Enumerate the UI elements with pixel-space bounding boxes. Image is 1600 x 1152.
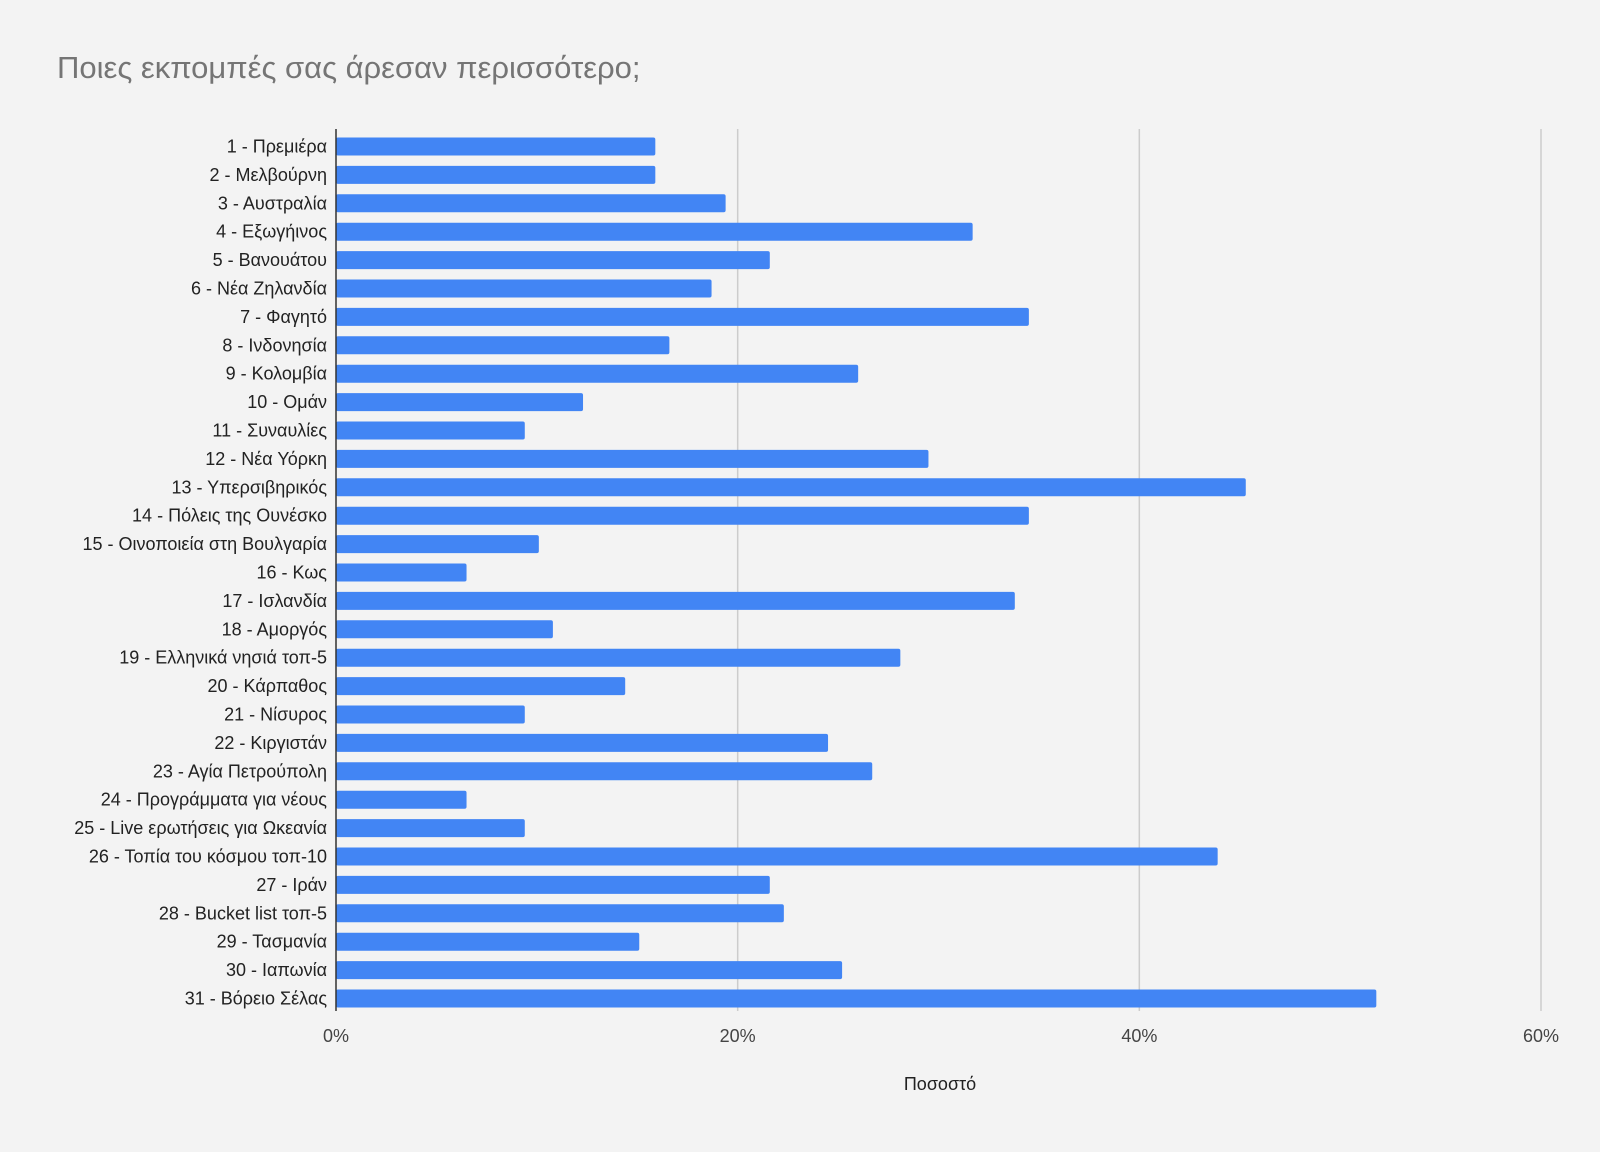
x-tick-label: 40% — [1121, 1026, 1157, 1046]
bar — [336, 904, 784, 923]
category-label: 7 - Φαγητό — [240, 307, 327, 327]
bar — [336, 733, 829, 752]
category-label: 13 - Υπερσιβηρικός — [171, 477, 327, 497]
category-label: 22 - Κιργιστάν — [214, 733, 327, 753]
category-label: 27 - Ιράν — [256, 875, 327, 895]
bar — [336, 393, 584, 412]
category-label: 6 - Νέα Ζηλανδία — [191, 279, 327, 299]
category-label: 31 - Βόρειο Σέλας — [185, 989, 328, 1009]
bar — [336, 336, 670, 355]
category-label: 3 - Αυστραλία — [218, 193, 327, 213]
x-tick-label: 0% — [323, 1026, 349, 1046]
bar — [336, 790, 467, 809]
category-label: 17 - Ισλανδία — [222, 591, 327, 611]
category-label: 24 - Προγράμματα για νέους — [101, 790, 328, 810]
category-label: 19 - Ελληνικά νησιά τοπ-5 — [119, 648, 327, 668]
bar — [336, 875, 770, 894]
bar — [336, 165, 656, 184]
bar — [336, 307, 1029, 326]
category-label: 15 - Οινοποιεία στη Βουλγαρία — [82, 534, 327, 554]
category-label: 5 - Βανουάτου — [213, 250, 327, 270]
category-label: 30 - Ιαπωνία — [226, 960, 327, 980]
category-label: 25 - Live ερωτήσεις για Ωκεανία — [74, 818, 327, 838]
bar — [336, 364, 859, 383]
category-label: 28 - Bucket list τοπ-5 — [159, 903, 327, 923]
category-label: 14 - Πόλεις της Ουνέσκο — [132, 506, 327, 526]
category-label: 4 - Εξωγήινος — [216, 222, 327, 242]
bar — [336, 847, 1218, 866]
bar — [336, 648, 901, 667]
bar — [336, 563, 467, 582]
category-label: 26 - Τοπία του κόσμου τοπ-10 — [89, 847, 327, 867]
x-tick-label: 60% — [1523, 1026, 1559, 1046]
category-label: 21 - Νίσυρος — [224, 705, 327, 725]
gridlines — [736, 129, 1542, 1011]
category-label: 16 - Κως — [256, 563, 327, 583]
x-axis-title: Ποσοστό — [904, 1074, 976, 1094]
bar — [336, 478, 1246, 497]
category-label: 18 - Αμοργός — [222, 619, 328, 639]
category-label: 23 - Αγία Πετρούπολη — [153, 761, 327, 781]
category-label: 1 - Πρεμιέρα — [227, 137, 327, 157]
bar — [336, 705, 525, 724]
bar — [336, 620, 553, 639]
bar — [336, 819, 525, 838]
bar — [336, 591, 1015, 610]
bar — [336, 222, 973, 241]
category-label: 9 - Κολομβία — [226, 364, 327, 384]
x-tick-label: 20% — [720, 1026, 756, 1046]
bar — [336, 137, 656, 156]
category-label: 20 - Κάρπαθος — [208, 676, 328, 696]
x-tick-labels: 0% 20% 40% 60% — [323, 1026, 1559, 1046]
bar — [336, 194, 726, 213]
bars — [336, 137, 1377, 1008]
bar — [336, 535, 539, 554]
category-label: 12 - Νέα Υόρκη — [205, 449, 327, 469]
chart-title: Ποιες εκπομπές σας άρεσαν περισσότερο; — [57, 50, 641, 85]
bar — [336, 932, 640, 951]
category-label: 8 - Ινδονησία — [222, 335, 327, 355]
category-label: 10 - Ομάν — [247, 392, 327, 412]
bar — [336, 506, 1029, 525]
category-labels: 1 - Πρεμιέρα 2 - Μελβούρνη 3 - Αυστραλία 4 … — [74, 137, 327, 1009]
category-label: 29 - Τασμανία — [217, 932, 327, 952]
bar — [336, 421, 525, 440]
bar — [336, 279, 712, 298]
bar — [336, 961, 843, 980]
bar — [336, 251, 770, 270]
bar — [336, 989, 1377, 1008]
category-label: 11 - Συναυλίες — [212, 421, 327, 441]
bar — [336, 677, 626, 696]
bar — [336, 762, 873, 781]
bar — [336, 449, 929, 468]
category-label: 2 - Μελβούρνη — [210, 165, 327, 185]
